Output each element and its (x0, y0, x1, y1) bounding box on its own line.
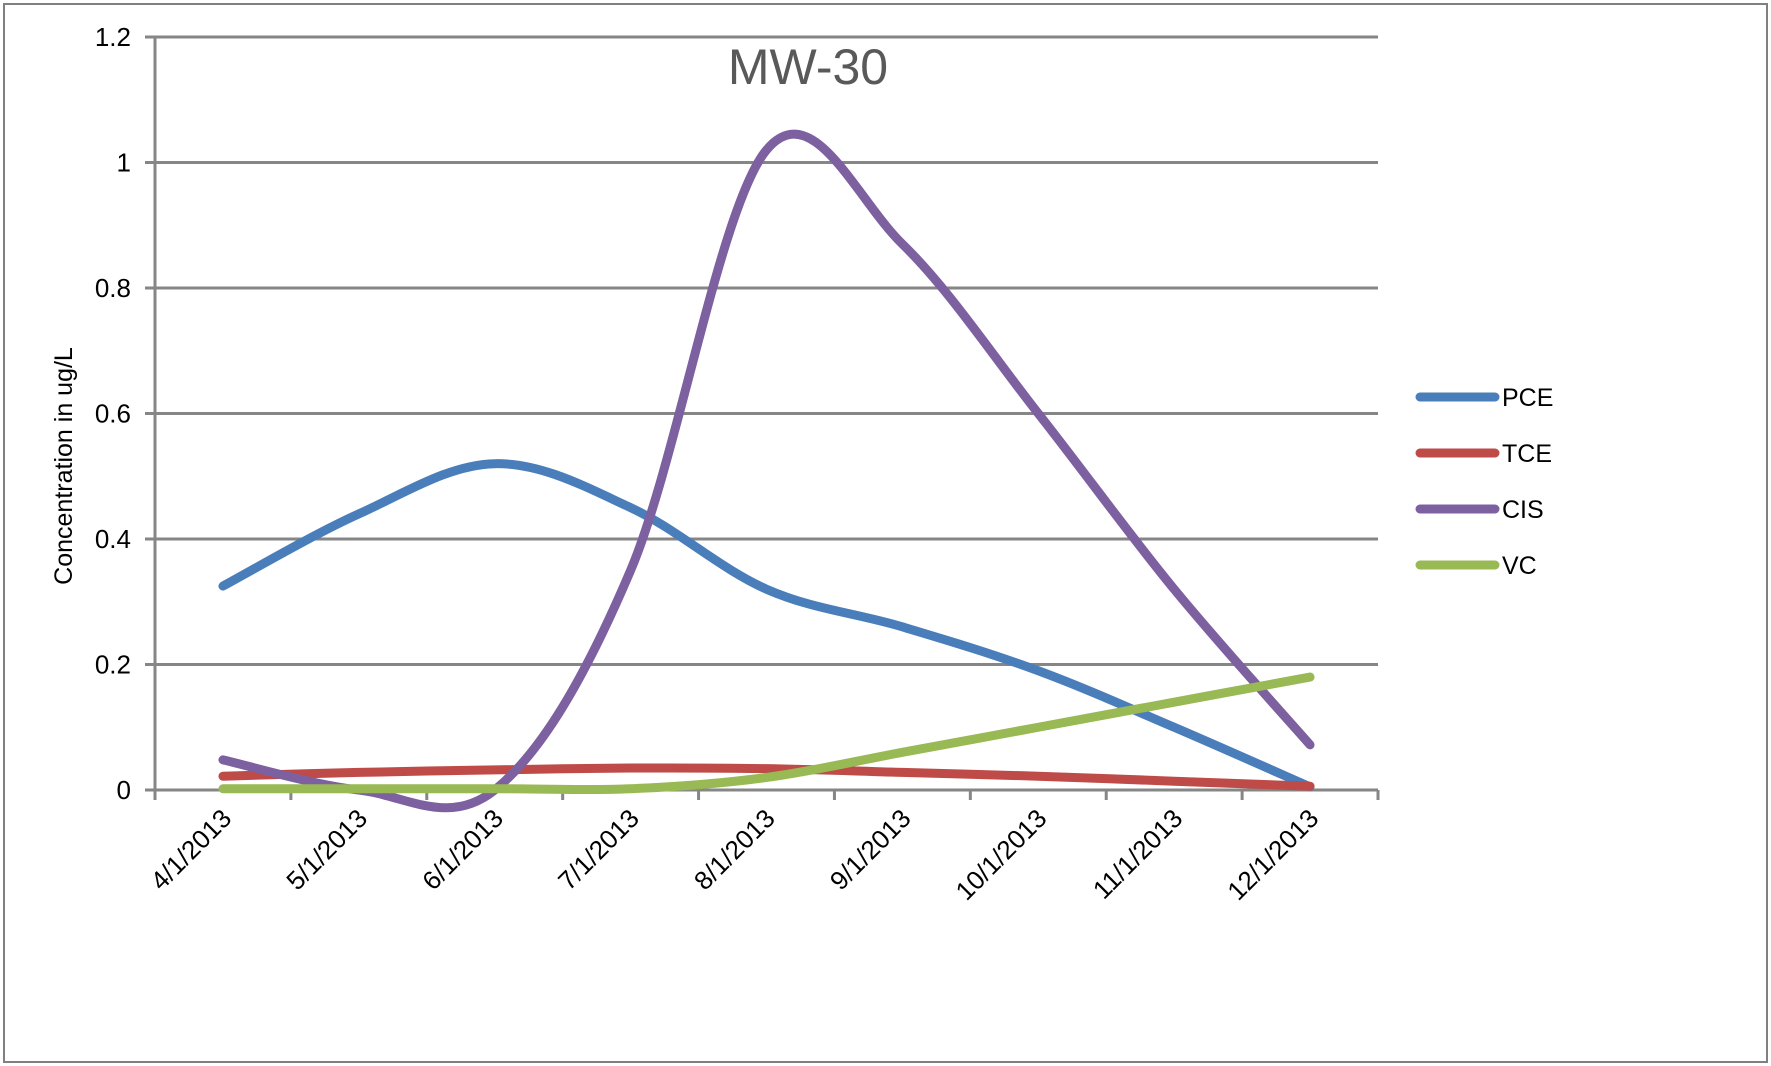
legend-label-pce: PCE (1502, 384, 1553, 412)
series-line-tce (218, 763, 1315, 791)
y-tick-label: 0 (117, 775, 131, 805)
legend-label-vc: VC (1502, 552, 1537, 580)
series-line-cis (218, 129, 1315, 813)
gridlines (155, 35, 1378, 666)
legend-label-tce: TCE (1502, 440, 1552, 468)
series-lines (218, 129, 1315, 813)
y-tick-label: 1.2 (95, 22, 131, 52)
x-tick-label: 8/1/2013 (688, 803, 781, 896)
legend: PCE TCE CIS VC (1415, 384, 1553, 580)
x-tick-label: 10/1/2013 (950, 803, 1053, 906)
x-tick-label: 6/1/2013 (416, 803, 509, 896)
x-tick-label: 7/1/2013 (552, 803, 645, 896)
series-line-pce (218, 459, 1315, 792)
x-tick-label: 5/1/2013 (280, 803, 373, 896)
y-tick-label: 0.6 (95, 399, 131, 429)
y-tick-label: 1 (117, 148, 131, 178)
legend-label-cis: CIS (1502, 496, 1544, 524)
y-tick-label: 0.2 (95, 650, 131, 680)
x-tick-label: 9/1/2013 (824, 803, 917, 896)
chart-border (3, 3, 1768, 1063)
series-line-vc (218, 672, 1315, 795)
y-tick-label: 0.4 (95, 524, 131, 554)
chart-title: MW-30 (728, 39, 888, 95)
y-axis-title: Concentration in ug/L (50, 347, 78, 585)
x-tick-label: 11/1/2013 (1087, 803, 1189, 905)
x-tick-label: 12/1/2013 (1221, 803, 1324, 906)
x-tick-label: 4/1/2013 (144, 803, 237, 896)
y-tick-label: 0.8 (95, 273, 131, 303)
